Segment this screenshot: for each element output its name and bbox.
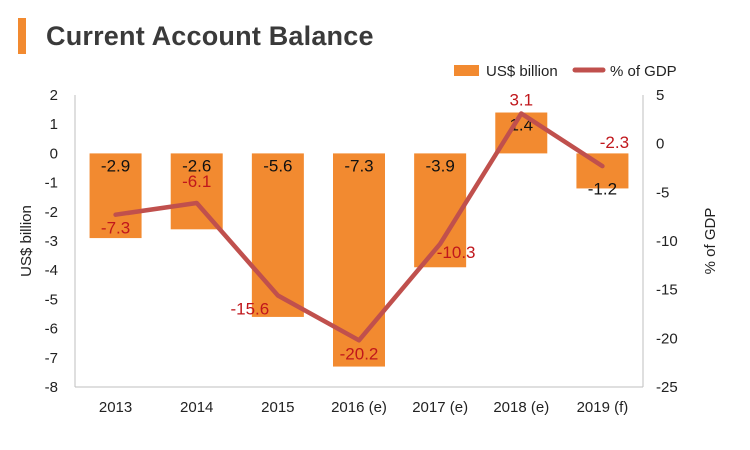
- x-tick-label: 2013: [99, 399, 132, 416]
- left-tick-label: 2: [50, 87, 58, 104]
- right-tick-label: 0: [656, 136, 664, 153]
- bar-value-label: -2.9: [101, 156, 130, 175]
- line-value-label: -15.6: [230, 300, 269, 319]
- bar-0: [89, 153, 142, 239]
- left-tick-label: 0: [50, 145, 58, 162]
- x-tick-label: 2017 (e): [412, 399, 468, 416]
- left-tick-label: 1: [50, 116, 58, 133]
- left-tick-label: -8: [45, 379, 58, 396]
- right-axis-title: % of GDP: [702, 208, 719, 275]
- legend-swatch-bars: [454, 65, 479, 76]
- x-tick-label: 2016 (e): [331, 399, 387, 416]
- left-tick-label: -3: [45, 233, 58, 250]
- line-value-label: 3.1: [509, 90, 533, 109]
- legend-label-bars: US$ billion: [486, 63, 558, 80]
- line-value-label: -10.3: [437, 243, 476, 262]
- bar-value-label: -7.3: [344, 156, 373, 175]
- x-tick-label: 2018 (e): [493, 399, 549, 416]
- bar-2: [251, 153, 304, 317]
- bar-value-label: -2.6: [182, 156, 211, 175]
- chart-title: Current Account Balance: [46, 20, 374, 51]
- left-tick-label: -6: [45, 321, 58, 338]
- bar-4: [414, 153, 467, 268]
- right-tick-label: -25: [656, 379, 678, 396]
- right-tick-label: -10: [656, 233, 678, 250]
- right-tick-label: -5: [656, 184, 669, 201]
- line-value-label: -20.2: [340, 344, 379, 363]
- bar-5: [495, 112, 548, 154]
- title-accent-bar: [18, 18, 26, 54]
- right-tick-label: -20: [656, 330, 678, 347]
- left-tick-label: -7: [45, 350, 58, 367]
- line-value-label: -2.3: [600, 133, 629, 152]
- title-block: Current Account Balance: [18, 16, 374, 56]
- left-tick-label: -4: [45, 262, 58, 279]
- bar-value-label: -5.6: [263, 156, 292, 175]
- x-tick-label: 2015: [261, 399, 294, 416]
- left-tick-label: -5: [45, 291, 58, 308]
- bar-1: [170, 153, 223, 230]
- bar-value-label: -3.9: [425, 156, 454, 175]
- bar-6: [576, 153, 629, 189]
- x-tick-label: 2014: [180, 399, 213, 416]
- left-tick-label: -2: [45, 204, 58, 221]
- bar-3: [333, 153, 385, 367]
- line-value-label: -6.1: [182, 172, 211, 191]
- right-tick-label: -15: [656, 282, 678, 299]
- left-axis-title: US$ billion: [18, 205, 35, 277]
- gdp-line: [113, 111, 605, 343]
- right-tick-label: 5: [656, 87, 664, 104]
- line-value-label: -7.3: [101, 219, 130, 238]
- left-tick-label: -1: [45, 175, 58, 192]
- x-tick-label: 2019 (f): [577, 399, 629, 416]
- legend-label-line: % of GDP: [610, 63, 677, 80]
- bar-value-label: -1.2: [588, 179, 617, 198]
